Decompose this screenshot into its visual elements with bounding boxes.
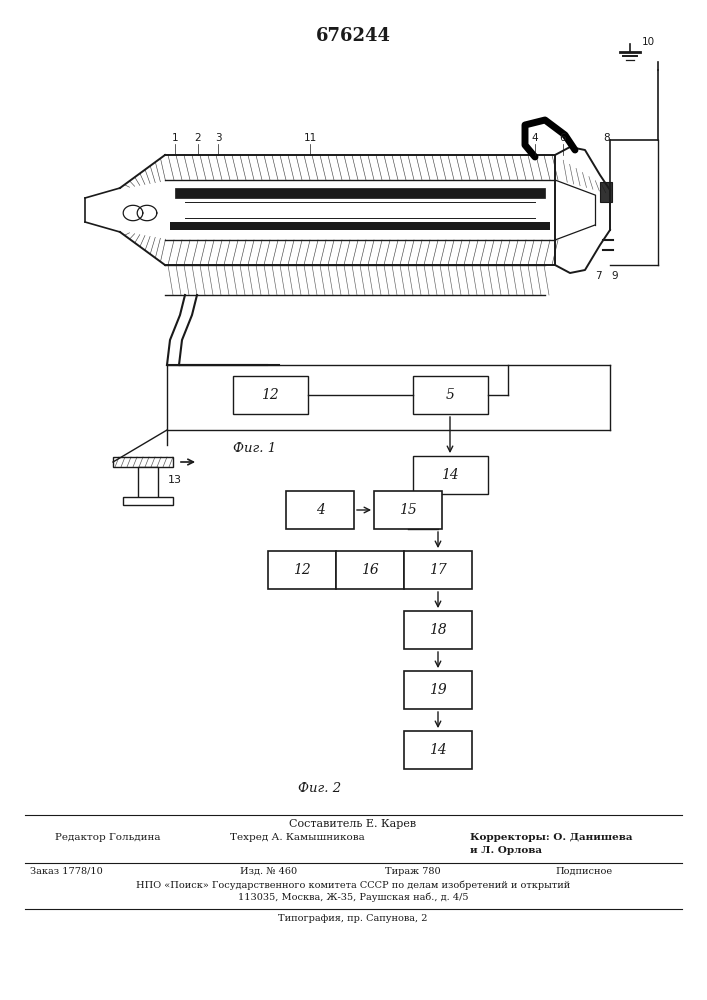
Text: Тираж 780: Тираж 780: [385, 867, 440, 876]
Text: Составитель Е. Карев: Составитель Е. Карев: [289, 819, 416, 829]
Text: 14: 14: [429, 743, 447, 757]
Text: Подписное: Подписное: [555, 867, 612, 876]
Bar: [336, 551, 404, 589]
Bar: [412, 456, 488, 494]
Bar: [404, 731, 472, 769]
Text: 4: 4: [532, 133, 538, 143]
Bar: [138, 467, 158, 500]
Text: и Л. Орлова: и Л. Орлова: [470, 846, 542, 855]
Text: Техред А. Камышникова: Техред А. Камышникова: [230, 833, 365, 842]
Text: 19: 19: [429, 683, 447, 697]
Bar: [170, 222, 550, 230]
Text: Редактор Гольдина: Редактор Гольдина: [55, 833, 160, 842]
Text: 7: 7: [595, 271, 602, 281]
Bar: [404, 551, 472, 589]
Text: Фиг. 2: Фиг. 2: [298, 782, 341, 795]
Text: 2: 2: [194, 133, 201, 143]
Bar: [404, 611, 472, 649]
Text: 11: 11: [303, 133, 317, 143]
Text: Типография, пр. Сапунова, 2: Типография, пр. Сапунова, 2: [279, 914, 428, 923]
Bar: [233, 376, 308, 414]
Bar: [286, 491, 354, 529]
Text: Корректоры: О. Данишева: Корректоры: О. Данишева: [470, 833, 633, 842]
Text: 113035, Москва, Ж-35, Раушская наб., д. 4/5: 113035, Москва, Ж-35, Раушская наб., д. …: [238, 892, 468, 902]
Bar: [175, 188, 545, 198]
Text: 12: 12: [293, 563, 311, 577]
Bar: [600, 182, 612, 202]
Text: 14: 14: [441, 468, 459, 482]
Text: НПО «Поиск» Государственного комитета СССР по делам изобретений и открытий: НПО «Поиск» Государственного комитета СС…: [136, 880, 570, 890]
Bar: [123, 497, 173, 505]
Text: 1: 1: [172, 133, 178, 143]
Bar: [412, 376, 488, 414]
Bar: [404, 671, 472, 709]
Text: Изд. № 460: Изд. № 460: [240, 867, 297, 876]
Text: 18: 18: [429, 623, 447, 637]
Text: 8: 8: [604, 133, 610, 143]
Text: 3: 3: [215, 133, 221, 143]
Text: 676244: 676244: [315, 27, 390, 45]
Text: 17: 17: [429, 563, 447, 577]
Text: Фиг. 1: Фиг. 1: [233, 442, 276, 455]
Text: 13: 13: [168, 475, 182, 485]
Text: 5: 5: [445, 388, 455, 402]
Text: 6: 6: [560, 133, 566, 143]
Text: 16: 16: [361, 563, 379, 577]
Bar: [374, 491, 442, 529]
Text: 12: 12: [261, 388, 279, 402]
Bar: [113, 457, 173, 467]
Text: 15: 15: [399, 503, 417, 517]
Text: 10: 10: [642, 37, 655, 47]
Text: 4: 4: [315, 503, 325, 517]
Text: Заказ 1778/10: Заказ 1778/10: [30, 867, 103, 876]
Text: 9: 9: [612, 271, 619, 281]
Bar: [268, 551, 336, 589]
